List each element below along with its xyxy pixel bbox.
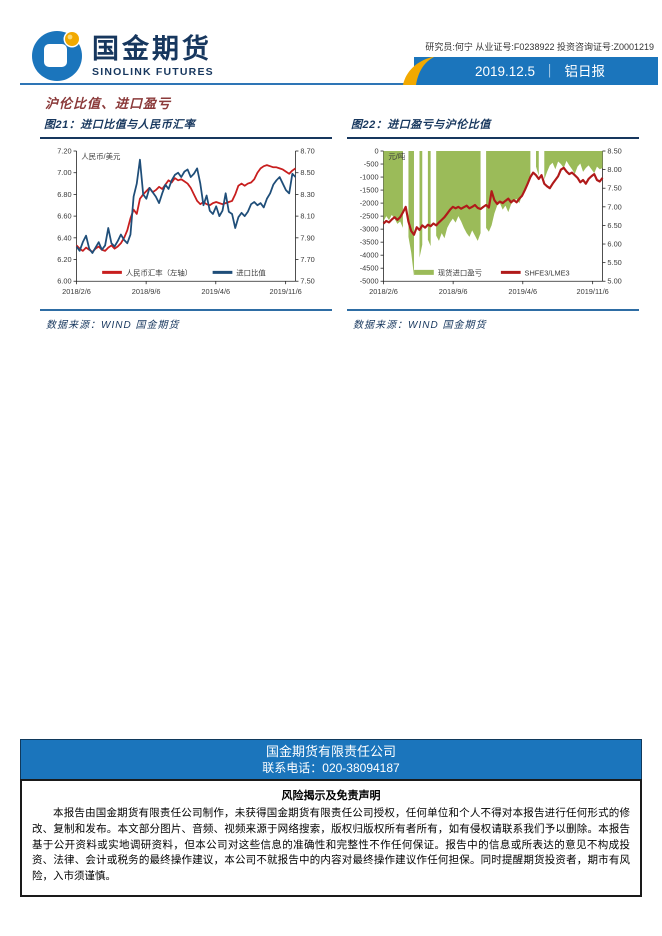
svg-text:-1500: -1500 <box>360 186 379 195</box>
svg-text:2019/4/6: 2019/4/6 <box>508 287 537 296</box>
svg-text:2018/2/6: 2018/2/6 <box>62 287 91 296</box>
brand-subtitle: SINOLINK FUTURES <box>92 66 214 78</box>
svg-text:-5000: -5000 <box>360 277 379 286</box>
report-name: 铝日报 <box>565 64 606 79</box>
svg-text:人民币汇率（左轴）: 人民币汇率（左轴） <box>126 268 192 277</box>
figure-title: 图22：进口盈亏与沪伦比值 <box>351 119 491 131</box>
source-note: 数据来源：WIND 国金期货 <box>46 320 180 331</box>
svg-text:6.40: 6.40 <box>57 233 71 242</box>
footer-contact-band: 国金期货有限责任公司 联系电话：020-38094187 <box>20 739 642 782</box>
svg-text:7.20: 7.20 <box>57 146 71 155</box>
disclaimer-body: 本报告由国金期货有限责任公司制作，未获得国金期货有限责任公司授权，任何单位和个人… <box>32 807 630 882</box>
svg-text:2019/4/6: 2019/4/6 <box>201 287 230 296</box>
svg-text:-3500: -3500 <box>360 238 379 247</box>
svg-text:8.00: 8.00 <box>607 165 621 174</box>
banner-gold-swoosh-icon <box>403 57 434 85</box>
research-credential-line: 研究员:何宁 从业证号:F0238922 投资咨询证号:Z0001219 <box>425 42 654 52</box>
svg-text:8.70: 8.70 <box>300 146 314 155</box>
svg-text:现货进口盈亏: 现货进口盈亏 <box>438 268 482 277</box>
brand-name: 国金期货 <box>92 34 212 64</box>
figure-title: 图21：进口比值与人民币汇率 <box>44 119 196 131</box>
figure-title-rule <box>40 137 332 139</box>
svg-text:6.50: 6.50 <box>607 221 621 230</box>
svg-text:2019/11/6: 2019/11/6 <box>577 287 609 296</box>
svg-text:SHFE3/LME3: SHFE3/LME3 <box>525 268 570 277</box>
svg-text:-1000: -1000 <box>360 173 379 182</box>
figure-bottom-rule <box>347 309 639 311</box>
svg-text:进口比值: 进口比值 <box>236 268 266 277</box>
svg-text:8.50: 8.50 <box>300 168 314 177</box>
svg-text:5.00: 5.00 <box>607 277 621 286</box>
svg-text:人民币/美元: 人民币/美元 <box>81 152 121 161</box>
svg-text:7.00: 7.00 <box>57 168 71 177</box>
company-logo-icon <box>32 30 82 81</box>
svg-text:8.30: 8.30 <box>300 190 314 199</box>
svg-text:7.50: 7.50 <box>300 277 314 286</box>
disclaimer-title: 风险揭示及免责声明 <box>281 790 381 802</box>
footer-phone: 联系电话：020-38094187 <box>262 760 400 775</box>
report-date: 2019.12.5 <box>475 64 535 79</box>
svg-text:-2500: -2500 <box>360 212 379 221</box>
svg-text:6.20: 6.20 <box>57 255 71 264</box>
figure-bottom-rule <box>40 309 332 311</box>
banner-divider: ｜ <box>543 64 557 79</box>
svg-text:6.60: 6.60 <box>57 212 71 221</box>
section-title: 沪伦比值、进口盈亏 <box>45 96 172 111</box>
footer-company-name: 国金期货有限责任公司 <box>265 744 396 759</box>
svg-text:7.50: 7.50 <box>607 184 621 193</box>
chart-canvas-import-ratio-fx: 7.20 7.00 6.80 6.60 6.40 6.20 6.00 8.70 8.50 8.30… <box>57 146 315 296</box>
header-divider <box>20 83 658 85</box>
svg-text:-4000: -4000 <box>360 251 379 260</box>
svg-text:2018/2/6: 2018/2/6 <box>369 287 398 296</box>
chart-canvas-import-pnl-ratio: 0 -500 -1000 -1500 -2000 -2500 -3000 -3500 -4000… <box>360 146 622 296</box>
svg-text:7.70: 7.70 <box>300 255 314 264</box>
banner-background <box>414 57 658 85</box>
svg-text:-500: -500 <box>364 160 379 169</box>
svg-text:0: 0 <box>374 146 378 155</box>
svg-text:2018/9/6: 2018/9/6 <box>439 287 468 296</box>
disclaimer-box: 风险揭示及免责声明 本报告由国金期货有限责任公司制作，未获得国金期货有限责任公司… <box>20 779 642 897</box>
svg-text:8.10: 8.10 <box>300 212 314 221</box>
date-banner: 2019.12.5 ｜ 铝日报 <box>403 57 658 85</box>
svg-text:-4500: -4500 <box>360 264 379 273</box>
figure-import-pnl-ratio: 图22：进口盈亏与沪伦比值 0 -500 -1000 -1500 -2000 -2500 -… <box>347 114 639 331</box>
svg-text:5.50: 5.50 <box>607 258 621 267</box>
svg-text:8.50: 8.50 <box>607 146 621 155</box>
banner-text: 2019.12.5 ｜ 铝日报 <box>475 64 605 79</box>
svg-text:元/吨: 元/吨 <box>388 152 405 161</box>
svg-text:7.90: 7.90 <box>300 233 314 242</box>
source-note: 数据来源：WIND 国金期货 <box>353 320 487 331</box>
svg-text:-3000: -3000 <box>360 225 379 234</box>
figure-title-rule <box>347 137 639 139</box>
svg-text:6.00: 6.00 <box>57 277 71 286</box>
svg-text:-2000: -2000 <box>360 199 379 208</box>
brand-block: 国金期货 SINOLINK FUTURES <box>92 34 214 79</box>
svg-text:6.80: 6.80 <box>57 190 71 199</box>
figure-import-ratio-fx: 图21：进口比值与人民币汇率 7.20 7.00 6.80 6.60 6.40 6.20 6… <box>40 114 332 331</box>
svg-text:2019/11/6: 2019/11/6 <box>270 287 302 296</box>
svg-text:6.00: 6.00 <box>607 239 621 248</box>
svg-text:7.00: 7.00 <box>607 202 621 211</box>
svg-text:2018/9/6: 2018/9/6 <box>132 287 161 296</box>
